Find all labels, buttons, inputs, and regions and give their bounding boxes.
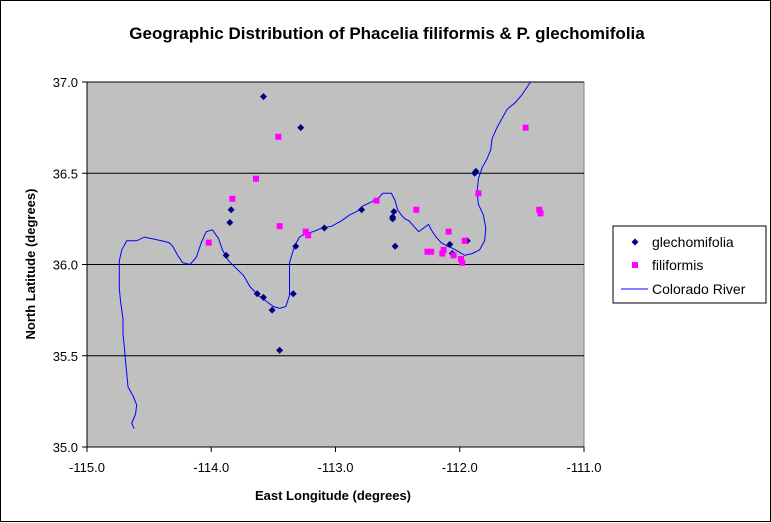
chart-title: Geographic Distribution of Phacelia fili… xyxy=(129,24,645,43)
filiformis-point xyxy=(459,259,466,266)
filiformis-point xyxy=(373,197,380,204)
x-axis-ticks: -115.0 -114.0 -113.0 -112.0 -111.0 xyxy=(69,447,601,475)
filiformis-point xyxy=(440,246,447,253)
filiformis-point xyxy=(537,210,544,217)
y-tick-label: 35.5 xyxy=(53,349,78,364)
y-tick-label: 37.0 xyxy=(53,75,78,90)
glechomifolia-point xyxy=(259,93,267,101)
glechomifolia-point xyxy=(390,208,398,216)
filiformis-point xyxy=(275,133,282,140)
legend-label: Colorado River xyxy=(652,281,746,297)
legend: glechomifolia filiformis Colorado River xyxy=(612,225,767,304)
x-tick-label: -112.0 xyxy=(442,460,478,475)
filiformis-point xyxy=(522,124,529,131)
glechomifolia-point xyxy=(446,240,454,248)
legend-label: filiformis xyxy=(652,257,703,273)
legend-square-marker xyxy=(632,262,638,268)
y-tick-label: 35.0 xyxy=(53,440,78,455)
filiformis-point xyxy=(229,195,236,202)
glechomifolia-point xyxy=(297,124,305,132)
filiformis-point xyxy=(536,206,543,213)
glechomifolia-point xyxy=(391,242,399,250)
colorado-river-layer xyxy=(118,81,532,429)
glechomifolia-point xyxy=(358,206,366,214)
filiformis-point xyxy=(413,206,420,213)
glechomifolia-point xyxy=(289,290,297,298)
filiformis-point xyxy=(424,248,431,255)
glechomifolia-point xyxy=(259,293,267,301)
x-tick-label: -114.0 xyxy=(193,460,229,475)
filiformis-point xyxy=(276,223,283,230)
gridlines xyxy=(87,81,584,357)
glechomifolia-point xyxy=(226,219,234,227)
filiformis-point xyxy=(475,190,482,197)
filiformis-point xyxy=(457,256,464,263)
x-tick-label: -111.0 xyxy=(567,460,602,475)
glechomifolia-point xyxy=(276,346,284,354)
y-axis-title: North Latitude (degrees) xyxy=(23,189,38,340)
x-tick-label: -115.0 xyxy=(69,460,105,475)
colorado-river-line xyxy=(118,81,532,429)
glechomifolia-point xyxy=(268,306,276,314)
y-tick-label: 36.0 xyxy=(53,258,78,273)
legend-diamond-marker xyxy=(631,238,639,246)
glechomifolia-point xyxy=(389,215,397,223)
glechomifolia-point xyxy=(222,251,230,259)
legend-box xyxy=(612,225,767,304)
filiformis-point xyxy=(450,252,457,259)
filiformis-point xyxy=(252,175,259,182)
y-tick-label: 36.5 xyxy=(53,166,78,181)
x-axis-title: East Longitude (degrees) xyxy=(255,488,411,503)
filiformis-point xyxy=(428,248,435,255)
filiformis-point xyxy=(461,237,468,244)
glechomifolia-point xyxy=(253,290,261,298)
data-points xyxy=(205,93,544,354)
legend-label: glechomifolia xyxy=(652,234,734,250)
filiformis-point xyxy=(205,239,212,246)
filiformis-point xyxy=(439,250,446,257)
filiformis-point xyxy=(305,232,312,239)
legend-items: glechomifolia filiformis Colorado River xyxy=(621,234,746,297)
y-axis-ticks: 35.0 35.5 36.0 36.5 37.0 xyxy=(53,75,87,455)
glechomifolia-point xyxy=(320,224,328,232)
filiformis-point xyxy=(302,228,309,235)
glechomifolia-point xyxy=(227,206,235,214)
filiformis-point xyxy=(445,228,452,235)
x-tick-label: -113.0 xyxy=(318,460,354,475)
glechomifolia-point xyxy=(292,242,300,250)
glechomifolia-point xyxy=(472,167,480,175)
